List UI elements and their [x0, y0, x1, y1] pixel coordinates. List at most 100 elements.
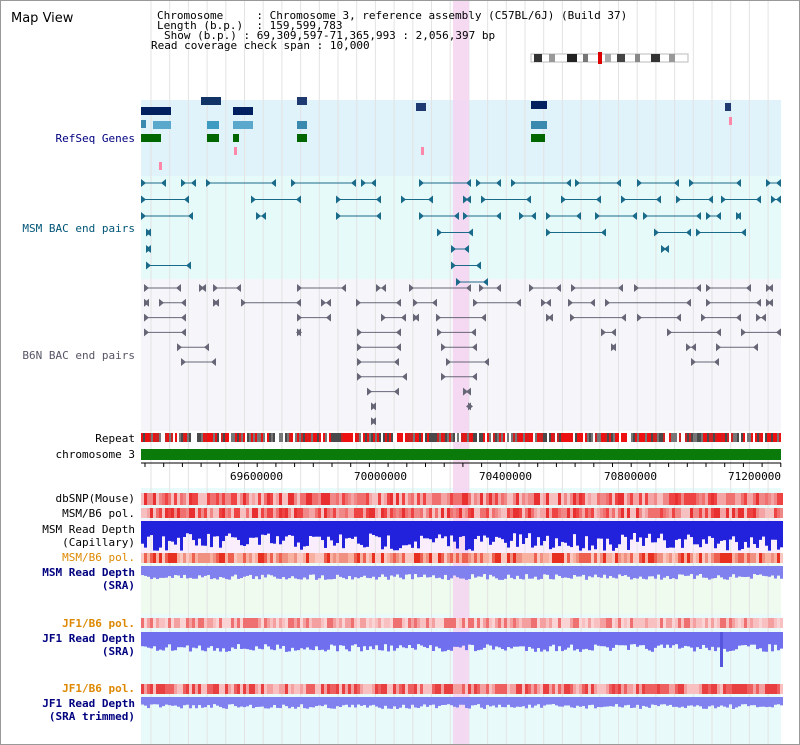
msm-sra-depth-bar — [630, 566, 633, 580]
b6n-bac-pair-end — [716, 343, 721, 352]
jf1-b6-pol2-heat-cell — [621, 684, 624, 694]
repeat-segment — [577, 433, 579, 442]
jf1-b6-pol-heat-cell — [210, 618, 213, 628]
dbsnp-heat-cell — [246, 493, 249, 505]
jf1-b6-pol-heat-cell — [387, 618, 390, 628]
repeat-segment — [283, 433, 285, 442]
msm-b6-pol-heat-cell — [222, 508, 225, 518]
jf1-sra-depth-bar — [198, 632, 201, 646]
msm-sra-depth-bar — [204, 566, 207, 576]
msm-b6-pol2-heat-cell — [681, 553, 684, 563]
jf1-b6-pol-heat-cell — [456, 618, 459, 628]
msm-sra-depth-bar — [660, 566, 663, 580]
msm-sra-depth-bar — [555, 566, 558, 575]
dbsnp-heat-cell — [666, 493, 669, 505]
msm-sra-depth-bar — [249, 566, 252, 575]
repeat-segment — [553, 433, 555, 442]
repeat-segment — [459, 433, 461, 442]
msm-capillary-depth-bar — [207, 521, 210, 534]
msm-sra-depth-bar — [408, 566, 411, 575]
msm-b6-pol-heat-cell — [363, 508, 366, 518]
b6n-bac-label[interactable]: B6N BAC end pairs — [22, 349, 135, 362]
jf1-b6-pol-heat-cell — [318, 618, 321, 628]
jf1-trim-depth-bar — [369, 697, 372, 706]
jf1-b6-pol-heat-cell — [711, 618, 714, 628]
msm-sra-depth-bar — [738, 566, 741, 577]
jf1-trim-depth-bar — [270, 697, 273, 708]
msm-capillary-depth-bar — [147, 521, 150, 537]
repeat-segment — [583, 433, 585, 442]
refseq-label[interactable]: RefSeq Genes — [55, 132, 135, 145]
repeat-segment — [167, 433, 169, 442]
jf1-b6-pol2-heat-cell — [708, 684, 711, 694]
jf1-b6-pol-heat-cell — [654, 618, 657, 628]
msm-b6-pol2-heat-cell — [675, 553, 678, 563]
msm-bac-label[interactable]: MSM BAC end pairs — [22, 222, 135, 235]
dbsnp-heat-cell — [273, 493, 276, 505]
repeat-segment — [587, 433, 589, 442]
msm-b6-pol-heat-cell — [156, 508, 159, 518]
msm-b6-pol-heat-cell — [690, 508, 693, 518]
repeat-segment — [549, 433, 551, 442]
jf1-sra-label-2: (SRA) — [101, 645, 135, 658]
jf1-trim-depth-bar — [417, 697, 420, 709]
jf1-b6-pol-heat-cell — [297, 618, 300, 628]
jf1-b6-pol-heat-cell — [411, 618, 414, 628]
dbsnp-heat-cell — [606, 493, 609, 505]
b6n-bac-pair-end — [590, 298, 595, 307]
jf1-b6-pol2-heat-cell — [660, 684, 663, 694]
jf1-b6-pol2-heat-cell — [648, 684, 651, 694]
msm-sra-depth-bar — [651, 566, 654, 577]
msm-sra-depth-bar — [219, 566, 222, 577]
jf1-sra-depth-bar — [537, 632, 540, 649]
b6n-bac-pair-end — [144, 313, 149, 322]
jf1-b6-pol-heat-cell — [603, 618, 606, 628]
msm-b6-pol2-heat-cell — [708, 553, 711, 563]
msm-capillary-depth-bar — [189, 521, 192, 535]
jf1-trim-depth-bar — [381, 697, 384, 709]
jf1-sra-depth-bar — [195, 632, 198, 649]
jf1-b6-pol2-heat-cell — [687, 684, 690, 694]
jf1-sra-depth-bar — [624, 632, 627, 646]
msm-capillary-depth-bar — [462, 521, 465, 537]
jf1-trim-depth-bar — [168, 697, 171, 706]
msm-sra-depth-bar — [318, 566, 321, 579]
msm-bac-pair-end — [468, 228, 473, 237]
jf1-sra-depth-bar — [564, 632, 567, 650]
dbsnp-heat-cell — [333, 493, 336, 505]
jf1-b6-pol2-heat-cell — [240, 684, 243, 694]
repeat-segment — [195, 433, 197, 442]
dbsnp-heat-cell — [696, 493, 699, 505]
msm-b6-pol-heat-cell — [489, 508, 492, 518]
jf1-sra-depth-bar — [693, 632, 696, 652]
jf1-b6-pol2-heat-cell — [204, 684, 207, 694]
msm-sra-depth-bar — [396, 566, 399, 575]
msm-b6-pol-heat-cell — [585, 508, 588, 518]
msm-b6-pol-heat-cell — [615, 508, 618, 518]
msm-bac-pair-end — [476, 179, 481, 187]
msm-capillary-depth-bar — [537, 521, 540, 538]
repeat-segment — [151, 433, 153, 442]
dbsnp-heat-cell — [201, 493, 204, 505]
msm-bac-pair-end — [261, 212, 266, 220]
msm-capillary-depth-bar — [420, 521, 423, 536]
repeat-segment — [143, 433, 145, 442]
msm-sra-depth-bar — [303, 566, 306, 578]
msm-b6-pol2-heat-cell — [267, 553, 270, 563]
jf1-sra-depth-bar — [651, 632, 654, 652]
jf1-b6-pol-heat-cell — [426, 618, 429, 628]
msm-b6-pol2-heat-cell — [426, 553, 429, 563]
b6n-bac-pair-end — [471, 328, 476, 337]
repeat-segment — [425, 433, 427, 442]
dbsnp-heat-cell — [291, 493, 294, 505]
msm-b6-pol2-heat-cell — [699, 553, 702, 563]
jf1-b6-pol-heat-cell — [354, 618, 357, 628]
msm-sra-depth-bar — [405, 566, 408, 575]
msm-sra-depth-bar — [744, 566, 747, 578]
msm-sra-depth-bar — [315, 566, 318, 580]
msm-b6-pol-heat-cell — [270, 508, 273, 518]
jf1-trim-depth-bar — [363, 697, 366, 706]
msm-capillary-depth-bar — [327, 521, 330, 537]
jf1-trim-depth-bar — [237, 697, 240, 708]
